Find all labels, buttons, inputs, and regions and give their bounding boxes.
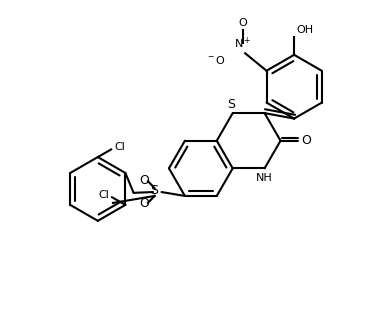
Text: Cl: Cl bbox=[98, 190, 109, 200]
Text: O: O bbox=[139, 174, 149, 187]
Text: S: S bbox=[151, 184, 158, 197]
Text: O: O bbox=[239, 18, 248, 28]
Text: NH: NH bbox=[256, 173, 273, 183]
Text: N$^+$: N$^+$ bbox=[234, 35, 252, 51]
Text: O: O bbox=[301, 134, 311, 147]
Text: OH: OH bbox=[296, 24, 313, 35]
Text: O: O bbox=[139, 197, 149, 210]
Text: Cl: Cl bbox=[114, 142, 125, 152]
Text: $^-$O: $^-$O bbox=[206, 54, 226, 66]
Text: S: S bbox=[227, 98, 235, 111]
